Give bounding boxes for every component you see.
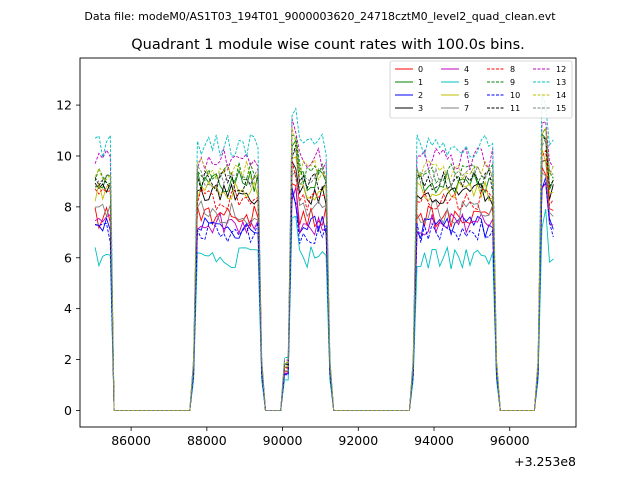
series-line-3 [94, 159, 554, 411]
x-tick-label: 94000 [414, 433, 454, 448]
legend-label: 4 [464, 65, 469, 74]
chart-suptitle: Data file: modeM0/AS1T03_194T01_90000036… [84, 10, 556, 23]
legend-label: 10 [510, 91, 520, 100]
legend-label: 5 [464, 78, 469, 87]
y-tick-label: 2 [64, 352, 72, 367]
y-tick-label: 12 [56, 98, 72, 113]
legend-label: 1 [418, 78, 423, 87]
series-line-6 [94, 148, 554, 411]
legend-label: 2 [418, 91, 423, 100]
series-line-7 [95, 171, 554, 411]
x-tick-label: 88000 [187, 433, 227, 448]
plot-frame [79, 57, 577, 428]
series-line-0 [94, 166, 554, 411]
series-line-9 [94, 126, 554, 411]
y-axis-ticks: 0 2 4 6 8 10 12 [56, 98, 80, 418]
x-tick-label: 92000 [338, 433, 378, 448]
series-line-13 [94, 94, 554, 411]
series-layer [94, 94, 554, 411]
legend-label: 8 [510, 65, 515, 74]
x-tick-label: 86000 [111, 433, 151, 448]
legend-label: 14 [556, 91, 566, 100]
legend-frame [389, 60, 573, 119]
x-offset-label: +3.253e8 [514, 454, 576, 469]
legend-label: 12 [556, 65, 566, 74]
y-tick-label: 4 [64, 301, 72, 316]
x-tick-label: 96000 [490, 433, 530, 448]
series-line-1 [94, 132, 554, 411]
series-line-12 [94, 118, 554, 411]
x-axis-ticks: 86000 88000 90000 92000 94000 96000 [111, 427, 530, 448]
legend-label: 3 [418, 104, 423, 113]
y-tick-label: 0 [64, 403, 72, 418]
series-line-8 [94, 149, 554, 411]
legend-label: 13 [556, 78, 566, 87]
y-tick-label: 8 [64, 199, 72, 214]
series-line-5 [94, 209, 554, 411]
legend-label: 0 [418, 65, 423, 74]
y-tick-label: 6 [64, 250, 72, 265]
y-tick-label: 10 [56, 148, 72, 163]
chart-title: Quadrant 1 module wise count rates with … [131, 37, 525, 53]
legend-label: 9 [510, 78, 515, 87]
legend-label: 6 [464, 91, 469, 100]
legend-label: 7 [464, 104, 469, 113]
legend-label: 15 [556, 104, 566, 113]
series-line-15 [94, 136, 554, 411]
legend-label: 11 [510, 104, 520, 113]
x-tick-label: 90000 [263, 433, 303, 448]
series-line-14 [94, 127, 554, 411]
